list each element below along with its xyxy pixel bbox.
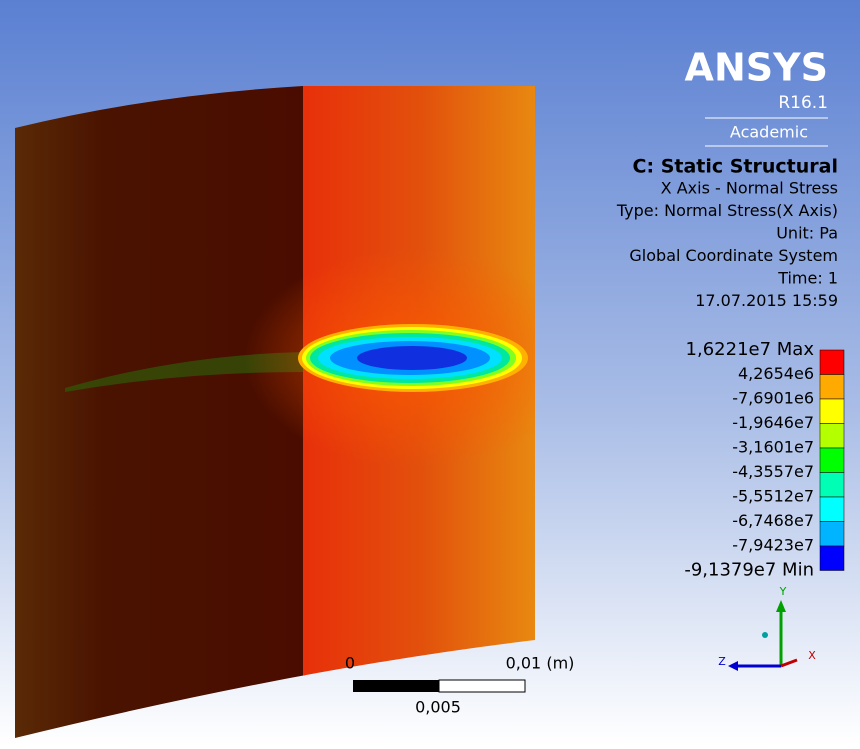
info-line: X Axis - Normal Stress [661, 179, 838, 198]
scale-bar [353, 680, 439, 692]
version: R16.1 [778, 93, 828, 113]
legend-swatch [820, 424, 844, 449]
axis-label: Z [718, 655, 726, 668]
viewport: ANSYS R16.1 Academic C: Static Structura… [0, 0, 860, 745]
legend-swatch [820, 473, 844, 498]
legend-swatch [820, 522, 844, 547]
brand: ANSYS [685, 46, 828, 90]
info-line: Unit: Pa [776, 224, 838, 243]
axis-label: Y [779, 585, 787, 598]
legend-swatch [820, 350, 844, 375]
legend-swatch [820, 399, 844, 424]
scale-end: 0,01 (m) [506, 654, 575, 673]
info-line: 17.07.2015 15:59 [695, 291, 838, 310]
scale-mid: 0,005 [415, 698, 461, 717]
info-line: Time: 1 [777, 269, 838, 288]
legend-label: 4,2654e6 [738, 364, 814, 383]
axis-label: X [808, 649, 816, 662]
legend-label: -1,9646e7 [732, 413, 814, 432]
info-line: Global Coordinate System [629, 246, 838, 265]
legend-label: -3,1601e7 [732, 438, 814, 457]
result-title: C: Static Structural [633, 156, 838, 178]
origin-dot [762, 632, 768, 638]
scale-bar [439, 680, 525, 692]
legend-swatch [820, 497, 844, 522]
legend-swatch [820, 375, 844, 400]
legend-label: -6,7468e7 [732, 511, 814, 530]
info-line: Type: Normal Stress(X Axis) [616, 201, 838, 220]
legend-label: -7,6901e6 [732, 389, 814, 408]
legend-label: -5,5512e7 [732, 487, 814, 506]
legend-label: -9,1379e7 Min [684, 560, 814, 581]
legend-swatch [820, 546, 844, 571]
legend-label: 1,6221e7 Max [686, 339, 815, 360]
contour [357, 346, 467, 370]
legend-label: -4,3557e7 [732, 462, 814, 481]
legend-label: -7,9423e7 [732, 536, 814, 555]
license: Academic [730, 123, 808, 142]
legend-swatch [820, 448, 844, 473]
model-left [15, 80, 305, 745]
scale-start: 0 [345, 654, 355, 673]
